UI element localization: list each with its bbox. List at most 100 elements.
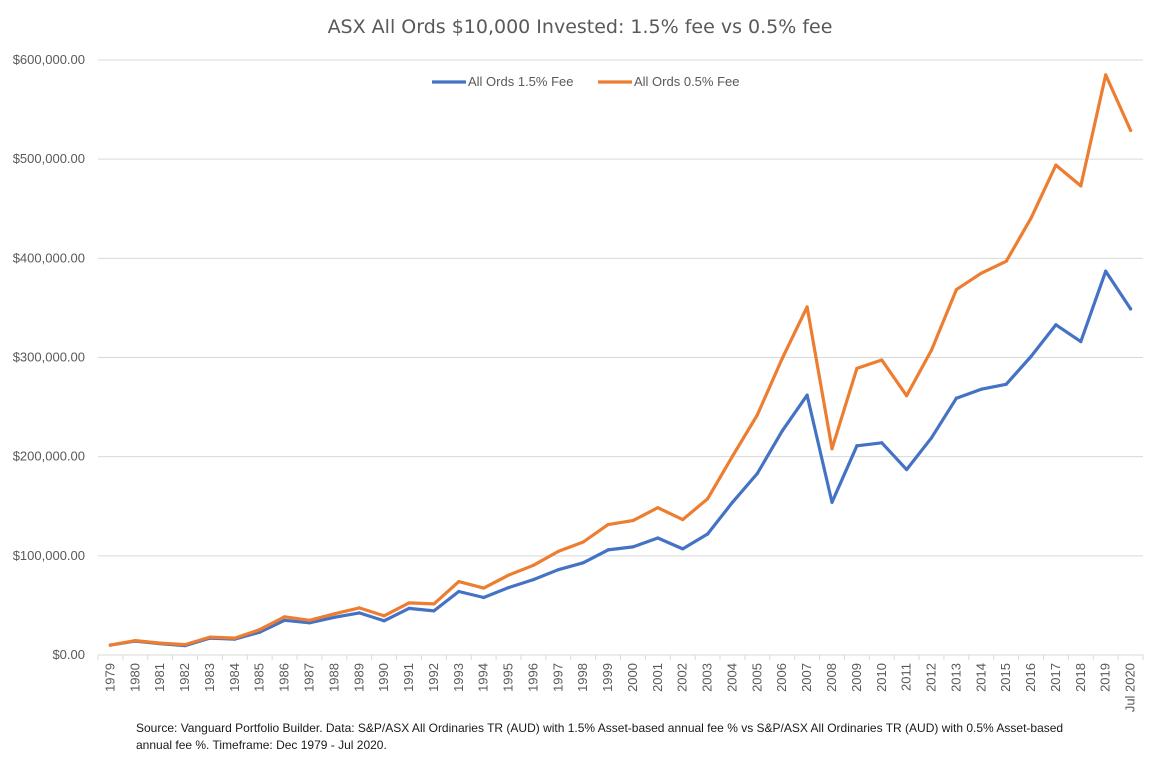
data-point (581, 561, 585, 565)
data-point (880, 358, 884, 362)
data-point (108, 643, 113, 647)
data-point (457, 580, 461, 584)
x-tick-label: 2003 (700, 663, 715, 692)
data-point (979, 271, 983, 275)
x-tick-label: 1995 (501, 663, 516, 692)
data-point (432, 602, 436, 606)
data-point (1054, 163, 1058, 167)
data-point (407, 606, 411, 610)
x-tick-label: 2015 (998, 663, 1013, 692)
legend: All Ords 1.5% Fee All Ords 0.5% Fee (432, 74, 740, 89)
data-point (954, 287, 958, 292)
x-tick-label: 2013 (948, 663, 963, 692)
data-point (1029, 216, 1033, 220)
chart-title: ASX All Ords $10,000 Invested: 1.5% fee … (328, 16, 833, 38)
data-point (730, 500, 735, 504)
x-tick-label: 1987 (301, 663, 316, 692)
x-tick-label: 1992 (426, 663, 441, 692)
data-point (631, 545, 635, 549)
x-tick-label: 2009 (849, 663, 864, 692)
x-tick-label: 2019 (1098, 663, 1113, 692)
x-tick-label: 1983 (202, 663, 217, 692)
x-axis: 1979 1980 1981 1982 1983 1984 1985 1986 1987 1988… (97, 654, 1144, 712)
x-tick-label: 2012 (924, 663, 939, 692)
x-tick-label: 2014 (973, 663, 988, 692)
x-tick-label: 1986 (277, 663, 292, 692)
data-point (1004, 382, 1008, 386)
data-point (506, 573, 511, 577)
data-point (681, 547, 685, 551)
data-point (457, 589, 461, 594)
data-point (283, 615, 287, 619)
data-point (1029, 354, 1033, 359)
y-tick-label: $500,000.00 (13, 151, 85, 166)
x-tick-label: 2000 (625, 663, 640, 692)
x-tick-label: 1985 (252, 663, 267, 692)
series-line-1 (108, 269, 1133, 648)
data-point (531, 563, 536, 567)
gridlines (98, 59, 1143, 656)
x-tick-label: 1998 (575, 663, 590, 692)
x-tick-label: 2010 (874, 663, 889, 692)
data-point (332, 612, 336, 616)
x-tick-label: 1993 (451, 663, 466, 692)
data-point (581, 540, 585, 544)
data-point (979, 387, 983, 391)
data-point (1079, 184, 1083, 188)
data-point (357, 606, 361, 610)
source-note: Source: Vanguard Portfolio Builder. Data… (136, 721, 1064, 752)
data-point (1054, 323, 1058, 327)
y-tick-label: $600,000.00 (13, 52, 85, 67)
y-tick-label: $0.00 (52, 647, 85, 662)
data-point (905, 394, 909, 398)
x-tick-label: 1982 (177, 663, 192, 692)
data-point (1128, 307, 1133, 311)
x-tick-label: 2016 (1023, 663, 1038, 692)
data-point (506, 585, 511, 590)
data-point (755, 413, 759, 417)
data-point (681, 518, 685, 522)
series-line-2 (108, 73, 1133, 647)
x-tick-label: 1980 (127, 663, 142, 692)
data-point (208, 635, 212, 639)
data-point (407, 601, 411, 605)
data-point (1104, 73, 1108, 77)
data-point (382, 614, 386, 618)
data-point (631, 519, 635, 523)
data-point (929, 436, 934, 440)
data-point (705, 532, 710, 536)
series-lines (108, 73, 1133, 648)
x-tick-label: 2004 (724, 663, 739, 692)
data-point (954, 396, 958, 400)
data-point (482, 586, 486, 590)
x-tick-label: 2001 (650, 663, 665, 692)
data-point (357, 611, 361, 615)
x-tick-label: 2007 (799, 663, 814, 692)
data-point (656, 536, 660, 540)
data-point (1128, 128, 1133, 133)
x-tick-label: Jul 2020 (1123, 663, 1138, 712)
data-point (855, 444, 859, 448)
x-tick-label: 1984 (227, 663, 242, 692)
data-point (482, 595, 486, 600)
data-point (855, 366, 859, 371)
legend-label: All Ords 1.5% Fee (468, 74, 574, 89)
data-point (183, 642, 187, 647)
data-point (606, 548, 610, 552)
x-tick-label: 1997 (550, 663, 565, 692)
x-tick-label: 2006 (774, 663, 789, 692)
data-point (332, 615, 336, 619)
data-point (905, 467, 909, 472)
data-point (780, 429, 784, 433)
x-tick-label: 2005 (749, 663, 764, 692)
y-tick-label: $300,000.00 (13, 350, 85, 365)
x-tick-label: 1991 (401, 663, 416, 692)
x-tick-label: 2011 (899, 663, 914, 691)
data-point (307, 618, 312, 622)
data-point (656, 506, 660, 510)
data-point (556, 568, 560, 572)
data-point (531, 578, 536, 582)
data-point (805, 393, 809, 397)
